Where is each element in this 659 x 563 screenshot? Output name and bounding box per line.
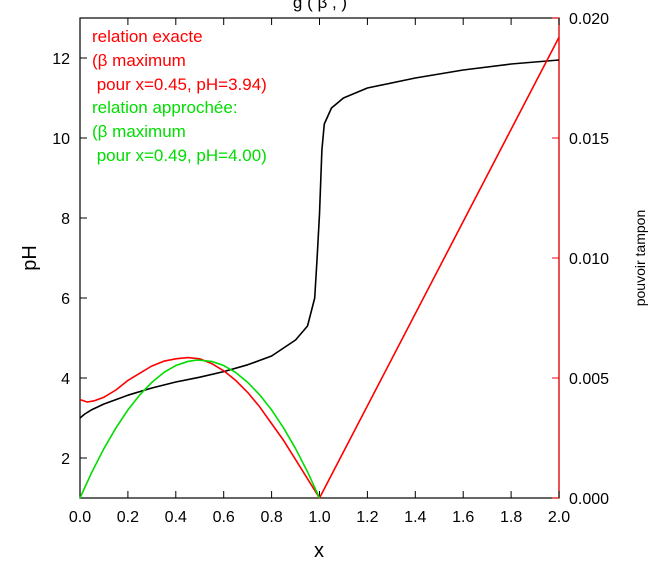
x-tick-label: 1.0 [308,509,330,526]
annotation-exact-3: pour x=0.45, pH=3.94) [92,75,267,94]
legend-annotations: relation exacte (β maximum pour x=0.45, … [92,27,267,165]
y-left-axis-title: pH [19,245,41,271]
x-tick-label: 0.2 [117,509,139,526]
chart-title: g ( β , ) [293,0,347,12]
y-left-tick-label: 12 [52,51,70,68]
y-left-tick-label: 8 [61,211,70,228]
x-tick-label: 1.6 [452,509,474,526]
x-tick-label: 0.8 [260,509,282,526]
x-tick-label: 1.4 [404,509,426,526]
series-exact-buffer [79,36,560,499]
x-axis-title: x [314,540,324,562]
y-right-tick-label: 0.020 [569,11,609,28]
y-left-tick-label: 4 [61,371,70,388]
y-right-axis-title: pouvoir tampon [632,210,648,307]
y-right-tick-label: 0.010 [569,251,609,268]
x-tick-label: 2.0 [548,509,570,526]
y-right-tick-label: 0.005 [569,371,609,388]
annotation-exact-1: relation exacte [92,27,203,46]
annotation-approx-3: pour x=0.49, pH=4.00) [92,146,267,165]
x-axis-ticks: 0.0 0.2 0.4 0.6 0.8 1.0 1.2 1.4 1.6 1.8 2.0 [69,18,570,526]
x-tick-label: 0.4 [165,509,187,526]
x-tick-label: 0.0 [69,509,91,526]
x-tick-label: 1.2 [356,509,378,526]
series-approx-buffer [79,359,321,499]
y-right-axis-ticks: 0.000 0.005 0.010 0.015 0.020 [552,11,609,508]
x-tick-label: 0.6 [213,509,235,526]
series-ph-curve [79,59,560,419]
y-right-tick-label: 0.015 [569,131,609,148]
annotation-approx-2: (β maximum [92,122,186,141]
y-left-axis-ticks: 2 4 6 8 10 12 [52,51,87,468]
y-left-tick-label: 2 [61,451,70,468]
x-tick-label: 1.8 [500,509,522,526]
annotation-approx-1: relation approchée: [92,98,238,117]
y-left-tick-label: 10 [52,131,70,148]
annotation-exact-2: (β maximum [92,51,186,70]
y-left-tick-label: 6 [61,291,70,308]
y-right-tick-label: 0.000 [569,491,609,508]
series-group [79,36,560,499]
